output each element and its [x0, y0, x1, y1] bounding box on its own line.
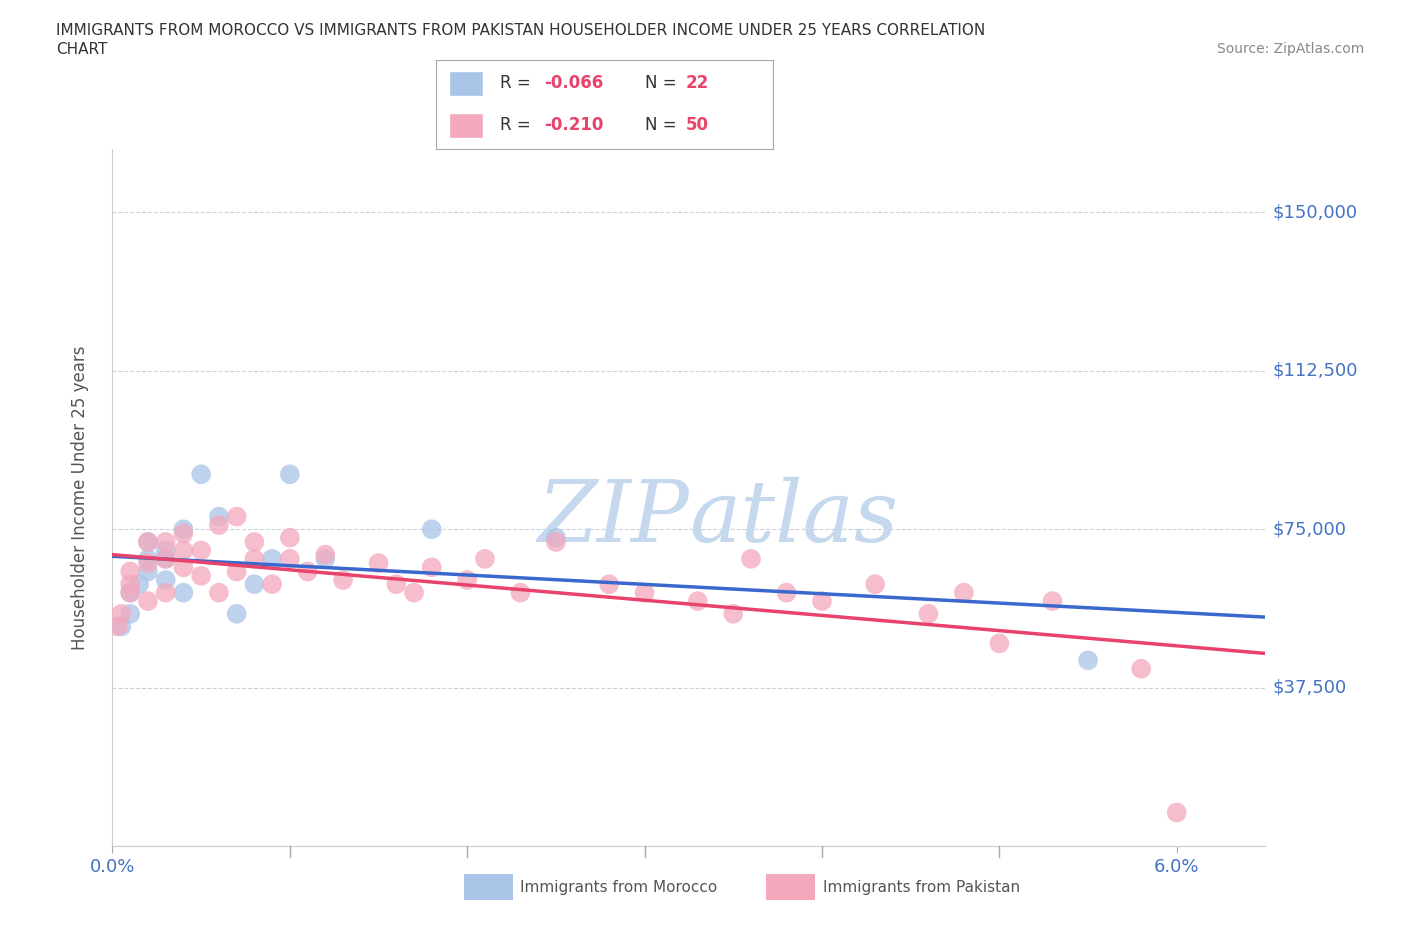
Point [262, 577, 284, 591]
Text: $112,500: $112,500 [1272, 362, 1358, 379]
Point [120, 577, 142, 591]
Point [1130, 661, 1153, 676]
Point [917, 606, 939, 621]
Point [278, 530, 301, 545]
Point [136, 535, 159, 550]
Text: $37,500: $37,500 [1272, 679, 1347, 697]
Point [420, 560, 443, 575]
Text: Source: ZipAtlas.com: Source: ZipAtlas.com [1216, 42, 1364, 56]
Point [208, 509, 231, 524]
Point [225, 606, 247, 621]
Text: 50: 50 [686, 116, 709, 135]
Point [128, 577, 150, 591]
Point [155, 585, 177, 600]
Text: -0.210: -0.210 [544, 116, 603, 135]
Point [120, 585, 142, 600]
Point [110, 606, 132, 621]
Point [811, 593, 834, 608]
Text: N =: N = [645, 116, 682, 135]
Point [172, 560, 194, 575]
Text: CHART: CHART [56, 42, 108, 57]
Text: Immigrants from Pakistan: Immigrants from Pakistan [823, 880, 1019, 895]
Point [155, 543, 177, 558]
Point [740, 551, 762, 566]
Point [110, 619, 132, 634]
Point [136, 551, 159, 566]
Point [633, 585, 655, 600]
Point [544, 530, 567, 545]
Point [420, 522, 443, 537]
Point [314, 551, 336, 566]
Point [190, 467, 212, 482]
Point [988, 636, 1011, 651]
Point [172, 585, 194, 600]
Point [172, 526, 194, 541]
Text: N =: N = [645, 74, 682, 92]
Point [172, 543, 194, 558]
Point [775, 585, 797, 600]
Point [474, 551, 496, 566]
Point [686, 593, 709, 608]
Text: $75,000: $75,000 [1272, 520, 1347, 538]
Point [136, 565, 159, 579]
Point [385, 577, 408, 591]
Point [314, 547, 336, 562]
Point [332, 573, 354, 588]
Point [208, 518, 231, 533]
Point [120, 606, 142, 621]
Point [953, 585, 976, 600]
Text: atlas: atlas [689, 477, 898, 560]
Point [367, 555, 389, 570]
Point [598, 577, 620, 591]
FancyBboxPatch shape [450, 71, 484, 96]
Point [136, 535, 159, 550]
Point [225, 565, 247, 579]
Point [723, 606, 745, 621]
Text: -0.066: -0.066 [544, 74, 603, 92]
Y-axis label: Householder Income Under 25 years: Householder Income Under 25 years [70, 345, 89, 650]
Text: IMMIGRANTS FROM MOROCCO VS IMMIGRANTS FROM PAKISTAN HOUSEHOLDER INCOME UNDER 25 : IMMIGRANTS FROM MOROCCO VS IMMIGRANTS FR… [56, 23, 986, 38]
Text: R =: R = [501, 116, 536, 135]
Point [297, 565, 319, 579]
Point [155, 551, 177, 566]
Point [136, 593, 159, 608]
FancyBboxPatch shape [450, 113, 484, 139]
Point [262, 551, 284, 566]
Point [1166, 805, 1188, 820]
Point [120, 565, 142, 579]
Point [1077, 653, 1099, 668]
Point [190, 543, 212, 558]
Text: ZIP: ZIP [537, 477, 689, 560]
Point [208, 585, 231, 600]
Text: R =: R = [501, 74, 536, 92]
Point [136, 555, 159, 570]
Point [544, 535, 567, 550]
Point [107, 619, 129, 634]
Point [155, 573, 177, 588]
Point [278, 551, 301, 566]
Point [155, 551, 177, 566]
Point [509, 585, 531, 600]
Text: 22: 22 [686, 74, 709, 92]
Point [120, 585, 142, 600]
Point [155, 535, 177, 550]
Point [402, 585, 425, 600]
Point [456, 573, 478, 588]
Point [243, 577, 266, 591]
Point [863, 577, 886, 591]
Point [243, 551, 266, 566]
Text: Immigrants from Morocco: Immigrants from Morocco [520, 880, 717, 895]
Point [225, 509, 247, 524]
Point [278, 467, 301, 482]
Point [172, 522, 194, 537]
Point [1042, 593, 1064, 608]
Text: $150,000: $150,000 [1272, 204, 1358, 221]
Point [243, 535, 266, 550]
Point [190, 568, 212, 583]
